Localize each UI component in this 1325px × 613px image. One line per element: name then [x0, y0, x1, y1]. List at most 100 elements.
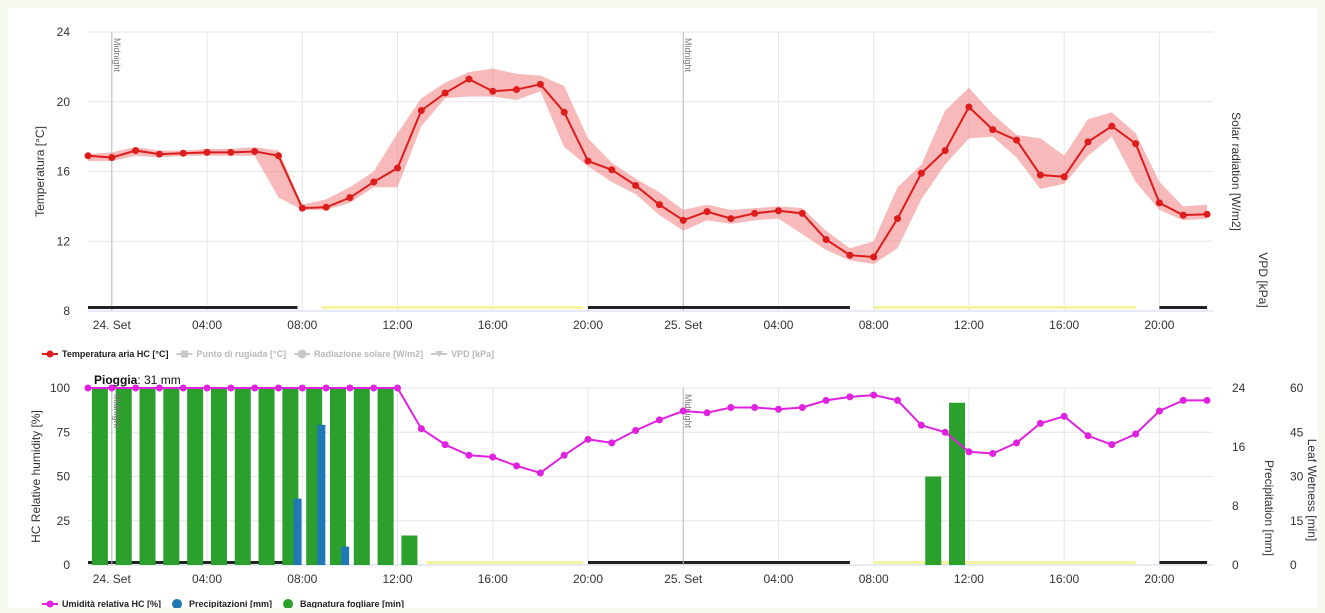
temperature-point: [1203, 210, 1211, 218]
x-tick-label: 12:00: [954, 318, 984, 332]
leaf-wetness-bar: [377, 388, 394, 565]
humidity-point: [370, 384, 378, 392]
humidity-point: [1203, 396, 1211, 404]
humidity-point: [1155, 407, 1163, 415]
x-tick-label: 08:00: [859, 572, 889, 586]
temperature-point: [703, 208, 711, 216]
x-tick-label: 16:00: [1049, 318, 1079, 332]
temperature-point: [941, 147, 949, 155]
chart-panel: 8 12 16 20 24 24. Set 04:00 08:00 12:00 16:00 20:0…: [8, 8, 1318, 608]
humidity-point: [441, 441, 449, 449]
humidity-point: [274, 384, 282, 392]
temperature-point: [203, 148, 211, 156]
humidity-point: [513, 462, 521, 470]
x-tick-label: 04:00: [763, 572, 793, 586]
humidity-point: [632, 426, 640, 434]
humidity-point: [251, 384, 259, 392]
temperature-point: [1060, 173, 1068, 181]
temperature-point: [441, 89, 449, 97]
rain-value: : 31 mm: [137, 373, 180, 387]
temperature-point: [989, 126, 997, 134]
humidity-point: [346, 384, 354, 392]
temperature-point: [846, 251, 854, 259]
temperature-point: [632, 181, 640, 189]
day-night-bar: [1159, 306, 1208, 309]
humidity-point: [727, 403, 735, 411]
leaf-axis-title: Leaf Wetness [min]: [1305, 439, 1318, 542]
legend-marker: [435, 351, 444, 357]
y-tick-label: 0: [63, 558, 70, 572]
day-night-bar: [321, 306, 584, 309]
temperature-point: [346, 194, 354, 202]
day-night-bar: [873, 306, 1136, 309]
leaf-tick-label: 45: [1290, 425, 1304, 439]
legend-item: Radiazione solare [W/m2]: [314, 349, 423, 359]
x-tick-label: 04:00: [763, 318, 793, 332]
humidity-point: [322, 384, 330, 392]
y-tick-label: 20: [57, 95, 71, 109]
precip-tick-label: 8: [1232, 499, 1239, 513]
temperature-point: [1132, 140, 1140, 148]
humidity-point: [298, 384, 306, 392]
temperature-point: [108, 154, 116, 162]
legend-marker: [297, 349, 307, 359]
temperature-point: [917, 169, 925, 177]
humidity-point: [822, 396, 830, 404]
y-tick-label: 100: [50, 381, 70, 395]
humidity-point: [227, 384, 235, 392]
midnight-label: Midnight: [112, 38, 122, 73]
precipitation-bar: [341, 546, 350, 565]
temperature-point: [489, 87, 497, 95]
temperature-point: [132, 147, 140, 155]
humidity-point: [703, 409, 711, 417]
precipitation-bar: [317, 424, 326, 565]
leaf-wetness-bar: [401, 535, 418, 565]
humidity-point: [1108, 441, 1116, 449]
legend-item: VPD [kPa]: [451, 349, 494, 359]
temperature-point: [1155, 199, 1163, 207]
leaf-tick-label: 30: [1290, 470, 1304, 484]
humidity-point: [894, 396, 902, 404]
humidity-point: [870, 391, 878, 399]
leaf-wetness-bar: [353, 388, 370, 565]
legend-item: Punto di rugiada [°C]: [196, 349, 286, 359]
temperature-point: [894, 215, 902, 223]
temperature-point: [179, 149, 187, 157]
day-night-bar: [873, 561, 1136, 564]
y-tick-label: 50: [57, 470, 71, 484]
day-night-bar: [1159, 561, 1208, 564]
leaf-wetness-bar: [139, 388, 156, 565]
temperature-point: [394, 164, 402, 172]
humidity-point: [655, 416, 663, 424]
temperature-point: [727, 215, 735, 223]
temperature-point: [84, 152, 92, 160]
x-tick-label: 25. Set: [664, 318, 703, 332]
temperature-line: [87, 77, 1208, 258]
humidity-point: [536, 469, 544, 477]
leaf-wetness-bar: [949, 402, 966, 565]
temperature-point: [298, 204, 306, 212]
humidity-point: [846, 393, 854, 401]
rain-label: Pioggia: [94, 373, 138, 387]
x-tick-label: 08:00: [859, 318, 889, 332]
humidity-point: [417, 425, 425, 433]
humidity-point: [1132, 430, 1140, 438]
temperature-point: [536, 80, 544, 88]
leaf-wetness-bar: [330, 388, 346, 565]
temperature-point: [1084, 138, 1092, 146]
legend-item: Bagnatura fogliare [min]: [300, 599, 404, 608]
temperature-point: [513, 86, 521, 94]
leaf-tick-label: 0: [1290, 558, 1297, 572]
humidity-point: [108, 384, 116, 392]
leaf-wetness-bar: [234, 388, 251, 565]
humidity-point: [489, 453, 497, 461]
temperature-point: [465, 75, 473, 83]
temperature-point: [227, 148, 235, 156]
temperature-point: [655, 201, 663, 209]
humidity-point: [394, 384, 402, 392]
x-tick-label: 16:00: [1049, 572, 1079, 586]
x-tick-label: 04:00: [192, 318, 222, 332]
leaf-wetness-bar: [115, 388, 132, 565]
humidity-point: [132, 384, 140, 392]
x-tick-label: 08:00: [287, 318, 317, 332]
